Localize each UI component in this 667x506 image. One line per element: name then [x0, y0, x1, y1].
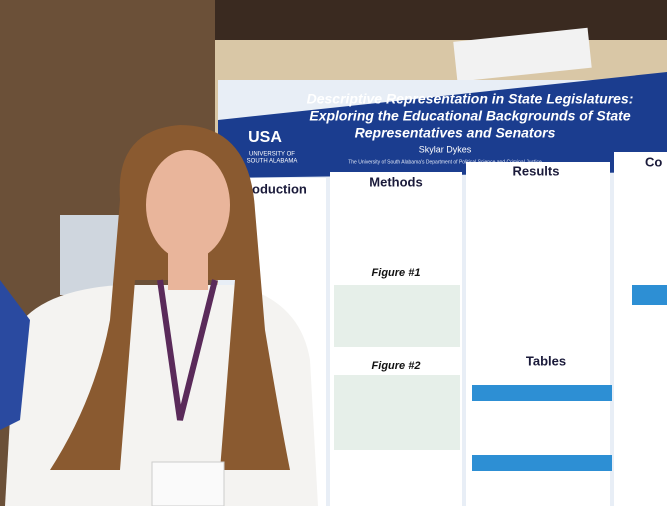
figure-caption: Figure #2	[372, 360, 421, 372]
column	[466, 162, 610, 506]
poster-title: Descriptive Representation in State Legi…	[307, 91, 634, 107]
figure-chart	[334, 375, 460, 450]
bystander	[0, 280, 30, 430]
logo-name: UNIVERSITY OF	[249, 152, 295, 158]
poster-author: Skylar Dykes	[419, 144, 472, 154]
column	[614, 152, 667, 506]
hair	[50, 125, 290, 470]
badge	[151, 461, 225, 506]
table-band	[472, 385, 612, 401]
section-heading: Tables	[526, 353, 566, 368]
face	[146, 150, 230, 260]
table-band	[632, 285, 667, 305]
poster-header	[218, 72, 667, 178]
section-heading: oduction	[252, 181, 307, 196]
section-heading: Methods	[369, 174, 422, 189]
figure-chart	[334, 285, 460, 347]
lanyard	[157, 279, 218, 421]
poster-title: Representatives and Senators	[355, 125, 556, 141]
table-band	[472, 455, 612, 471]
poster-affiliation: The University of South Alabama's Depart…	[348, 159, 542, 165]
figure-caption: Figure #1	[372, 267, 421, 279]
neck	[168, 250, 208, 290]
poster-title: Exploring the Educational Backgrounds of…	[309, 108, 630, 124]
label-card	[453, 27, 592, 82]
distant-poster	[60, 215, 120, 295]
logo-name: SOUTH ALABAMA	[247, 159, 298, 165]
section-heading: Co	[645, 154, 662, 169]
logo-abbr: USA	[248, 129, 282, 146]
section-heading: Results	[513, 163, 560, 178]
